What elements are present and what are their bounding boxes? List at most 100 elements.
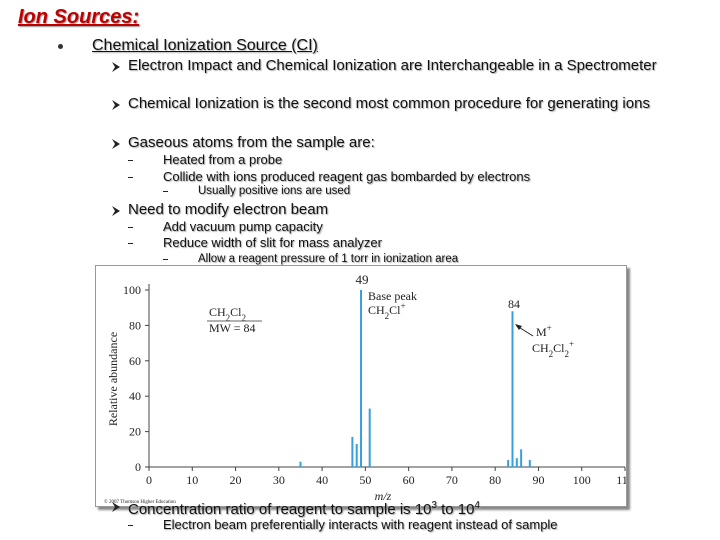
bullet-dash (128, 160, 133, 161)
figure: 0 20 40 60 80 100 0 10 20 30 40 50 60 70 80 90 100 110 m/z… (95, 265, 634, 507)
x-tick-label: 100 (573, 473, 591, 487)
bullet-dash (128, 243, 133, 244)
subscript: 2 (565, 349, 570, 359)
bullet-text: Allow a reagent pressure of 1 torr in io… (198, 252, 692, 266)
bullet-text: Collide with ions produced reagent gas b… (163, 169, 692, 185)
bullet-text: Reduce width of slit for mass analyzer (163, 235, 692, 251)
bullet-arrow (111, 137, 121, 149)
text-run: Cl (553, 341, 565, 355)
text-run: Reduce width of slit for mass analyzer (163, 235, 382, 250)
arrow-head (515, 324, 522, 330)
slide-title: Ion Sources: (18, 6, 140, 28)
arrow-icon (112, 139, 120, 149)
arrow-icon (112, 206, 120, 216)
y-tick-label: 60 (129, 354, 141, 368)
bullet-dash (128, 227, 133, 228)
text-run: M (536, 325, 547, 339)
x-tick-label: 60 (403, 473, 415, 487)
subscript: 2 (226, 313, 231, 323)
text-run: CH (532, 341, 549, 355)
bullet-dash (128, 177, 133, 178)
text-run: to 10 (436, 501, 475, 518)
text-run: Collide with ions produced reagent gas b… (163, 169, 531, 184)
superscript: + (569, 339, 574, 349)
spectrum-peak (528, 459, 531, 467)
spectrum-peak (515, 458, 518, 467)
y-tick-label: 20 (129, 425, 141, 439)
text-run: Need to modify electron beam (128, 201, 329, 218)
x-axis-label: m/z (375, 489, 392, 503)
y-tick-label: 80 (129, 318, 141, 332)
bullet-text: Add vacuum pump capacity (163, 219, 692, 235)
bullet-dash (128, 525, 133, 526)
spectrum-peak (299, 461, 302, 467)
spectrum-peak (368, 408, 371, 467)
annotation: 84 (508, 297, 520, 311)
spectrum-peak (511, 311, 514, 467)
bullet-text: Gaseous atoms from the sample are: (128, 134, 692, 152)
x-tick-label: 80 (489, 473, 501, 487)
x-tick-label: 0 (146, 473, 152, 487)
text-run: Chemical Ionization Source (CI) (92, 37, 318, 54)
text-run: Cl (230, 305, 242, 319)
bullet-arrow (111, 204, 121, 216)
spectrum-peak (520, 449, 523, 467)
y-tick-label: 100 (123, 283, 141, 297)
arrow-icon (112, 62, 120, 72)
bullet-arrow (111, 60, 121, 72)
text-run: Gaseous atoms from the sample are: (128, 134, 375, 151)
bullet-dot (58, 44, 63, 49)
text-run: Add vacuum pump capacity (163, 219, 323, 234)
spectrum-peak (507, 459, 510, 467)
text-run: Chemical Ionization is the second most c… (128, 95, 650, 112)
text-run: Allow a reagent pressure of 1 torr in io… (198, 253, 459, 265)
text-run: Electron beam preferentially interacts w… (163, 517, 558, 532)
mass-spectrum: 0 20 40 60 80 100 0 10 20 30 40 50 60 70 80 90 100 110 m/z… (104, 272, 634, 505)
spectrum-peak (360, 290, 363, 467)
superscript: 4 (474, 500, 480, 511)
bullet-text: Electron Impact and Chemical Ionization … (128, 57, 692, 75)
bullet-text: Chemical Ionization Source (CI) (92, 37, 692, 55)
text-run: CH (368, 303, 385, 317)
bullet-dash (163, 259, 168, 260)
bullet-text: Usually positive ions are used (198, 184, 692, 198)
y-axis-label: Relative abundance (106, 332, 120, 426)
bullet-dash (163, 191, 168, 192)
annotation: CH2Cl+ (368, 301, 406, 321)
text-run: Cl (389, 303, 401, 317)
text-run: Concentration ratio of reagent to sample… (128, 501, 432, 518)
bullet-arrow (111, 500, 121, 512)
y-tick-label: 0 (135, 460, 141, 474)
bullet-text: Heated from a probe (163, 152, 692, 168)
x-tick-label: 30 (273, 473, 285, 487)
annotation: 49 (356, 272, 369, 287)
text-run: Usually positive ions are used (198, 185, 351, 197)
x-tick-label: 50 (359, 473, 371, 487)
text-run: Heated from a probe (163, 152, 283, 167)
arrow-icon (112, 100, 120, 110)
spectrum-peak (355, 443, 358, 467)
subscript: 2 (242, 313, 247, 323)
spectrum-peak (351, 436, 354, 467)
bullet-arrow (111, 98, 121, 110)
superscript: 3 (431, 500, 437, 511)
x-tick-label: 70 (446, 473, 458, 487)
copyright: © 2007 Thomson Higher Education (104, 499, 176, 505)
x-tick-label: 10 (186, 473, 198, 487)
text-run: CH (209, 305, 226, 319)
y-tick-label: 40 (129, 389, 141, 403)
x-tick-label: 90 (532, 473, 544, 487)
subscript: 2 (549, 349, 554, 359)
bullet-text: Concentration ratio of reagent to sample… (128, 497, 692, 519)
bullet-text: Chemical Ionization is the second most c… (128, 95, 692, 113)
bullet-text: Electron beam preferentially interacts w… (163, 517, 692, 533)
annotation: M+ (536, 323, 552, 339)
annotation: CH2Cl2 (209, 305, 246, 323)
annotation: CH2Cl2+ (532, 339, 574, 359)
superscript: + (547, 323, 552, 333)
bullet-text: Need to modify electron beam (128, 201, 692, 219)
annotation: Base peak (368, 289, 417, 303)
x-tick-label: 20 (230, 473, 242, 487)
subscript: 2 (385, 311, 390, 321)
annotation: MW = 84 (209, 321, 256, 335)
